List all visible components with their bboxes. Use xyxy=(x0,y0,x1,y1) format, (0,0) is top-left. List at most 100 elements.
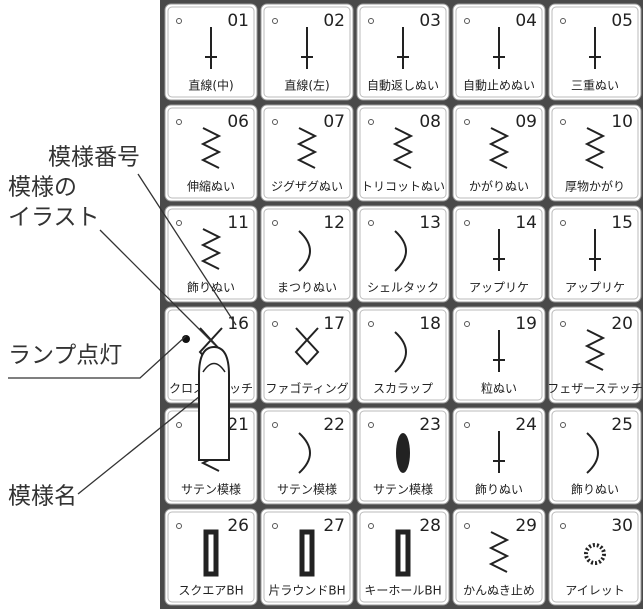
pattern-number: 11 xyxy=(227,213,249,233)
pattern-number: 14 xyxy=(515,213,537,233)
pattern-cell xyxy=(260,306,354,404)
pattern-name: ジグザグぬい xyxy=(271,180,343,194)
pattern-cell xyxy=(548,306,642,404)
finger xyxy=(198,345,230,461)
pattern-name: サテン模様 xyxy=(181,483,241,497)
pattern-number: 24 xyxy=(515,415,537,435)
lamp xyxy=(560,18,566,24)
pattern-cell xyxy=(260,104,354,202)
pattern-cell-inner xyxy=(263,208,351,300)
pattern-number: 08 xyxy=(419,112,441,132)
pattern-cell-inner xyxy=(551,107,639,199)
pattern-cell xyxy=(452,508,546,606)
pattern-cell-inner xyxy=(551,208,639,300)
pattern-name: 飾りぬい xyxy=(475,483,523,497)
stitch-icon xyxy=(589,27,601,69)
stitch-icon xyxy=(200,127,222,169)
pattern-number: 26 xyxy=(227,516,249,536)
lamp xyxy=(176,119,182,125)
pattern-number: 15 xyxy=(611,213,633,233)
lamp xyxy=(368,18,374,24)
stitch-icon xyxy=(493,27,505,69)
lamp xyxy=(464,321,470,327)
pattern-cell-inner xyxy=(455,6,543,98)
pattern-cell-inner xyxy=(455,208,543,300)
pattern-name: アップリケ xyxy=(469,281,529,295)
stitch-icon xyxy=(205,27,217,69)
lamp xyxy=(464,119,470,125)
stitch-icon xyxy=(586,432,599,474)
pattern-number: 27 xyxy=(323,516,345,536)
pattern-cell-inner xyxy=(455,511,543,603)
pattern-cell-inner xyxy=(167,6,255,98)
stitch-icon xyxy=(395,529,411,577)
pattern-name: かんぬき止め xyxy=(463,584,535,598)
pattern-name: 厚物かがり xyxy=(565,179,625,194)
lamp xyxy=(368,422,374,428)
pattern-cell-inner xyxy=(359,6,447,98)
stitch-icon xyxy=(493,330,505,372)
pattern-number: 25 xyxy=(611,415,633,435)
lamp xyxy=(464,18,470,24)
pattern-cell-inner xyxy=(263,511,351,603)
pattern-cell-inner xyxy=(551,410,639,502)
callout-pattern-number: 模様番号 xyxy=(48,145,140,171)
pattern-name: かがりぬい xyxy=(469,179,529,194)
pattern-cell xyxy=(356,508,450,606)
pattern-number: 29 xyxy=(515,516,537,536)
pattern-name: シェルタック xyxy=(367,281,439,295)
pattern-cell-inner xyxy=(359,309,447,401)
pattern-cell xyxy=(548,508,642,606)
pattern-name: 直線(中) xyxy=(188,78,233,93)
pattern-number: 06 xyxy=(227,112,249,132)
lamp xyxy=(272,321,278,327)
pattern-name: まつりぬい xyxy=(277,281,337,295)
stitch-icon xyxy=(584,543,606,565)
pattern-name: 飾りぬい xyxy=(571,483,619,497)
stitch-icon xyxy=(294,327,320,366)
pattern-cell-inner xyxy=(263,6,351,98)
pattern-cell-inner xyxy=(167,107,255,199)
lamp xyxy=(272,422,278,428)
lamp xyxy=(368,220,374,226)
lamp xyxy=(272,523,278,529)
pattern-name: 自動止めぬい xyxy=(463,79,535,93)
pattern-name: フェザーステッチ xyxy=(547,382,642,396)
stitch-icon xyxy=(493,229,505,271)
pattern-cell-inner xyxy=(359,511,447,603)
pattern-name: スクエアBH xyxy=(178,584,243,598)
pattern-name: 片ラウンドBH xyxy=(268,584,345,598)
lamp xyxy=(272,220,278,226)
pattern-cell xyxy=(260,508,354,606)
lamp xyxy=(464,523,470,529)
stitch-icon xyxy=(394,331,407,373)
pattern-number: 19 xyxy=(515,314,537,334)
pattern-cell-inner xyxy=(167,208,255,300)
lamp xyxy=(560,422,566,428)
pattern-number: 23 xyxy=(419,415,441,435)
pattern-cell-inner xyxy=(551,6,639,98)
stitch-icon xyxy=(392,127,414,169)
stitch-icon xyxy=(203,529,219,577)
callout-pattern-name: 模様名 xyxy=(8,484,77,510)
lamp xyxy=(368,321,374,327)
lamp xyxy=(176,523,182,529)
stitch-icon xyxy=(493,431,505,473)
pattern-cell xyxy=(164,508,258,606)
pattern-cell xyxy=(164,205,258,303)
pattern-number: 20 xyxy=(611,314,633,334)
stitch-icon xyxy=(298,432,311,474)
pattern-cell-inner xyxy=(551,511,639,603)
lamp xyxy=(272,18,278,24)
stitch-icon xyxy=(397,27,409,69)
pattern-name: 三重ぬい xyxy=(571,79,619,93)
pattern-number: 12 xyxy=(323,213,345,233)
stitch-icon xyxy=(296,127,318,169)
pattern-name: キーホールBH xyxy=(364,584,441,598)
pattern-cell-inner xyxy=(263,410,351,502)
stitch-icon xyxy=(488,531,510,573)
pattern-number: 22 xyxy=(323,415,345,435)
pattern-number: 09 xyxy=(515,112,537,132)
pattern-number: 17 xyxy=(323,314,345,334)
